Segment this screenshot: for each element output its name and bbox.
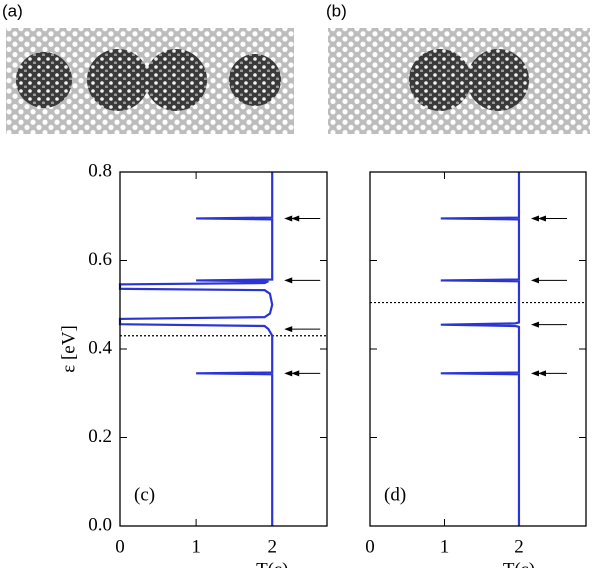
arrow bbox=[284, 326, 321, 333]
arrow bbox=[284, 277, 321, 284]
x-tick-label: 1 bbox=[191, 536, 201, 557]
panel-label: (a) bbox=[2, 1, 23, 20]
plot-frame bbox=[369, 171, 587, 527]
arrow bbox=[530, 215, 567, 222]
panel-label: (d) bbox=[384, 484, 406, 505]
y-tick-label: 0.8 bbox=[88, 160, 112, 181]
y-tick-label: 0.0 bbox=[88, 514, 112, 535]
x-axis-label: T(ε) bbox=[256, 559, 288, 568]
arrow bbox=[530, 370, 567, 377]
y-tick-label: 0.2 bbox=[88, 426, 112, 447]
x-tick-label: 2 bbox=[514, 536, 524, 557]
arrow bbox=[284, 370, 321, 377]
panel-label: (c) bbox=[134, 484, 155, 505]
arrow bbox=[530, 321, 567, 328]
x-tick-label: 0 bbox=[365, 536, 375, 557]
x-tick-label: 0 bbox=[115, 536, 125, 557]
y-tick-label: 0.4 bbox=[88, 337, 112, 358]
arrow bbox=[284, 215, 321, 222]
x-axis-label: T(ε) bbox=[503, 559, 535, 568]
y-axis-label: ε [eV] bbox=[58, 325, 79, 373]
arrow bbox=[530, 277, 567, 284]
y-tick-label: 0.6 bbox=[88, 249, 112, 270]
transmission-line bbox=[440, 172, 521, 526]
x-tick-label: 1 bbox=[440, 536, 450, 557]
x-tick-label: 2 bbox=[267, 536, 277, 557]
plot-frame bbox=[119, 171, 328, 527]
nanotube-b bbox=[328, 28, 590, 134]
transmission-line bbox=[118, 172, 274, 526]
nanotube-a bbox=[6, 28, 294, 134]
panel-label: (b) bbox=[326, 1, 347, 20]
